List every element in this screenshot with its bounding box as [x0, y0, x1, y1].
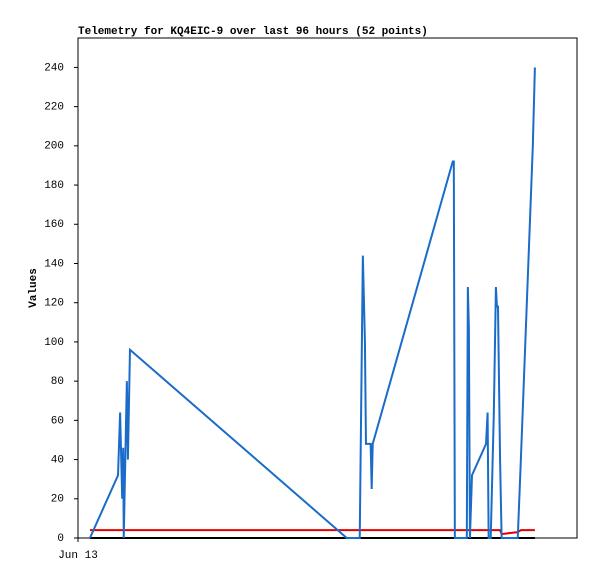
- plot-frame: [77, 37, 578, 539]
- y-tick-label: 0: [57, 533, 64, 545]
- y-tick-label: 60: [51, 415, 64, 427]
- y-tick-label: 240: [44, 62, 64, 74]
- y-axis-label: Values: [28, 268, 40, 308]
- chart-title: Telemetry for KQ4EIC-9 over last 96 hour…: [78, 26, 428, 38]
- y-tick-label: 180: [44, 180, 64, 192]
- y-tick-label: 20: [51, 494, 64, 506]
- y-tick-label: 160: [44, 219, 64, 231]
- y-tick-label: 200: [44, 141, 64, 153]
- y-tick-label: 40: [51, 454, 64, 466]
- y-tick-label: 220: [44, 102, 64, 114]
- y-tick-label: 80: [51, 376, 64, 388]
- y-tick-label: 140: [44, 258, 64, 270]
- series-line: [89, 529, 535, 536]
- y-tick-label: 120: [44, 298, 64, 310]
- y-tick-label: 100: [44, 337, 64, 349]
- x-tick-label: Jun 13: [58, 550, 98, 562]
- series-line: [89, 67, 536, 539]
